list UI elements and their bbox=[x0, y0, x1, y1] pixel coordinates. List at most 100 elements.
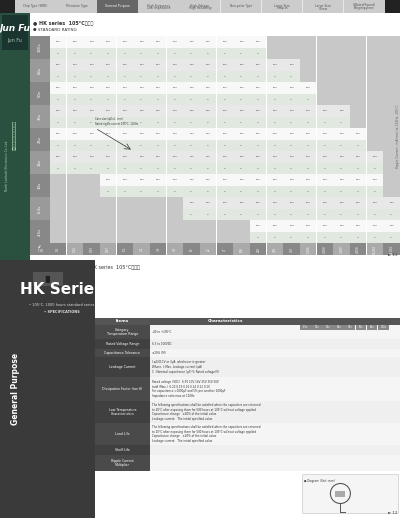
Bar bbox=[233, 163, 250, 174]
Text: 5×9: 5×9 bbox=[306, 202, 311, 203]
Bar bbox=[183, 140, 200, 151]
Bar bbox=[200, 209, 216, 220]
Text: 37: 37 bbox=[174, 168, 176, 169]
Text: 37: 37 bbox=[224, 99, 226, 100]
Bar bbox=[183, 82, 200, 94]
Text: 5×9: 5×9 bbox=[56, 87, 61, 88]
Text: 4,700: 4,700 bbox=[356, 245, 360, 253]
Bar bbox=[283, 94, 300, 105]
Text: 5×9: 5×9 bbox=[256, 202, 261, 203]
Bar bbox=[183, 128, 200, 139]
Text: 37: 37 bbox=[140, 99, 143, 100]
Bar bbox=[183, 174, 200, 185]
Bar bbox=[302, 474, 398, 513]
Bar bbox=[150, 197, 166, 220]
Bar bbox=[317, 59, 333, 82]
Text: 5×9: 5×9 bbox=[323, 179, 327, 180]
Text: 37: 37 bbox=[324, 145, 326, 146]
Bar bbox=[183, 70, 200, 82]
Text: 37: 37 bbox=[157, 99, 160, 100]
Bar bbox=[300, 209, 316, 220]
Text: 5×9: 5×9 bbox=[256, 156, 261, 157]
Text: 37: 37 bbox=[207, 122, 210, 123]
Bar bbox=[267, 232, 283, 243]
Bar bbox=[350, 105, 366, 128]
Text: Snap-in: Snap-in bbox=[276, 7, 288, 10]
Bar bbox=[133, 82, 150, 94]
Bar bbox=[317, 128, 333, 139]
Text: 37: 37 bbox=[207, 53, 210, 54]
Bar bbox=[350, 209, 366, 220]
Text: 5×9: 5×9 bbox=[106, 133, 111, 134]
Text: 37: 37 bbox=[157, 168, 160, 169]
Text: 6.3v: 6.3v bbox=[303, 325, 308, 329]
Text: 5×9: 5×9 bbox=[373, 156, 377, 157]
Text: Miniature Type: Miniature Type bbox=[66, 5, 88, 8]
Bar bbox=[300, 140, 316, 151]
Text: 5×9: 5×9 bbox=[223, 202, 227, 203]
Bar bbox=[233, 243, 250, 255]
Bar bbox=[67, 163, 83, 174]
Text: 37: 37 bbox=[257, 168, 260, 169]
Bar bbox=[350, 128, 366, 139]
Text: I ≤0.01CV or 3μA, whichever is greater
Where, I: Max. Leakage current (μA)
C : N: I ≤0.01CV or 3μA, whichever is greater W… bbox=[152, 361, 219, 373]
Text: 5×9: 5×9 bbox=[256, 110, 261, 111]
Text: 37: 37 bbox=[224, 145, 226, 146]
Text: 5×9: 5×9 bbox=[306, 110, 311, 111]
Bar bbox=[117, 163, 133, 174]
Bar bbox=[133, 94, 150, 105]
Bar bbox=[83, 117, 100, 128]
Bar bbox=[83, 197, 100, 220]
Bar bbox=[100, 48, 116, 59]
Text: ● STANDARD RATING: ● STANDARD RATING bbox=[33, 28, 77, 32]
Bar bbox=[333, 163, 350, 174]
Bar bbox=[30, 260, 400, 518]
Bar bbox=[317, 82, 333, 105]
Bar bbox=[267, 209, 283, 220]
Text: 37: 37 bbox=[57, 76, 60, 77]
Text: 37: 37 bbox=[207, 168, 210, 169]
Bar bbox=[30, 220, 50, 243]
Bar bbox=[217, 59, 233, 70]
Bar bbox=[303, 0, 343, 13]
Text: General Purpose: General Purpose bbox=[105, 5, 130, 8]
Text: 37: 37 bbox=[190, 168, 193, 169]
Text: 5×9: 5×9 bbox=[356, 133, 361, 134]
Bar bbox=[317, 117, 333, 128]
Bar bbox=[233, 59, 250, 70]
Text: 37: 37 bbox=[290, 191, 293, 192]
Bar bbox=[83, 243, 100, 255]
Text: 5×9: 5×9 bbox=[373, 225, 377, 226]
Text: 37: 37 bbox=[140, 168, 143, 169]
Bar bbox=[83, 82, 100, 94]
Bar bbox=[300, 36, 316, 59]
Bar bbox=[30, 197, 50, 220]
Text: 5×9: 5×9 bbox=[223, 64, 227, 65]
Text: 37: 37 bbox=[257, 214, 260, 215]
Bar bbox=[250, 232, 266, 243]
Bar bbox=[67, 36, 83, 48]
Text: 5×9: 5×9 bbox=[289, 225, 294, 226]
Bar bbox=[217, 94, 233, 105]
Text: 5×9: 5×9 bbox=[56, 156, 61, 157]
Text: 37: 37 bbox=[240, 53, 243, 54]
Text: 4.7: 4.7 bbox=[173, 247, 177, 251]
Bar bbox=[200, 197, 216, 209]
Bar bbox=[217, 48, 233, 59]
Bar bbox=[233, 209, 250, 220]
Text: 5×9: 5×9 bbox=[339, 225, 344, 226]
Bar bbox=[333, 220, 350, 232]
Text: 10v: 10v bbox=[38, 182, 42, 189]
Bar bbox=[50, 48, 66, 59]
Text: 5×9: 5×9 bbox=[239, 156, 244, 157]
Bar bbox=[250, 163, 266, 174]
Bar bbox=[300, 128, 316, 139]
Text: 37: 37 bbox=[74, 168, 76, 169]
Text: 37: 37 bbox=[140, 76, 143, 77]
Text: 5×9: 5×9 bbox=[323, 202, 327, 203]
Bar bbox=[30, 13, 400, 260]
Bar bbox=[233, 70, 250, 82]
Text: 37: 37 bbox=[240, 191, 243, 192]
Text: 5×9: 5×9 bbox=[206, 110, 211, 111]
Text: 5×9: 5×9 bbox=[73, 64, 77, 65]
